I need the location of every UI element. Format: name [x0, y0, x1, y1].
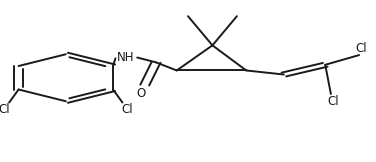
Text: Cl: Cl [121, 103, 133, 116]
Text: O: O [136, 87, 146, 100]
Text: Cl: Cl [355, 42, 367, 55]
Text: Cl: Cl [0, 103, 10, 116]
Text: Cl: Cl [327, 95, 338, 108]
Text: NH: NH [117, 51, 135, 64]
